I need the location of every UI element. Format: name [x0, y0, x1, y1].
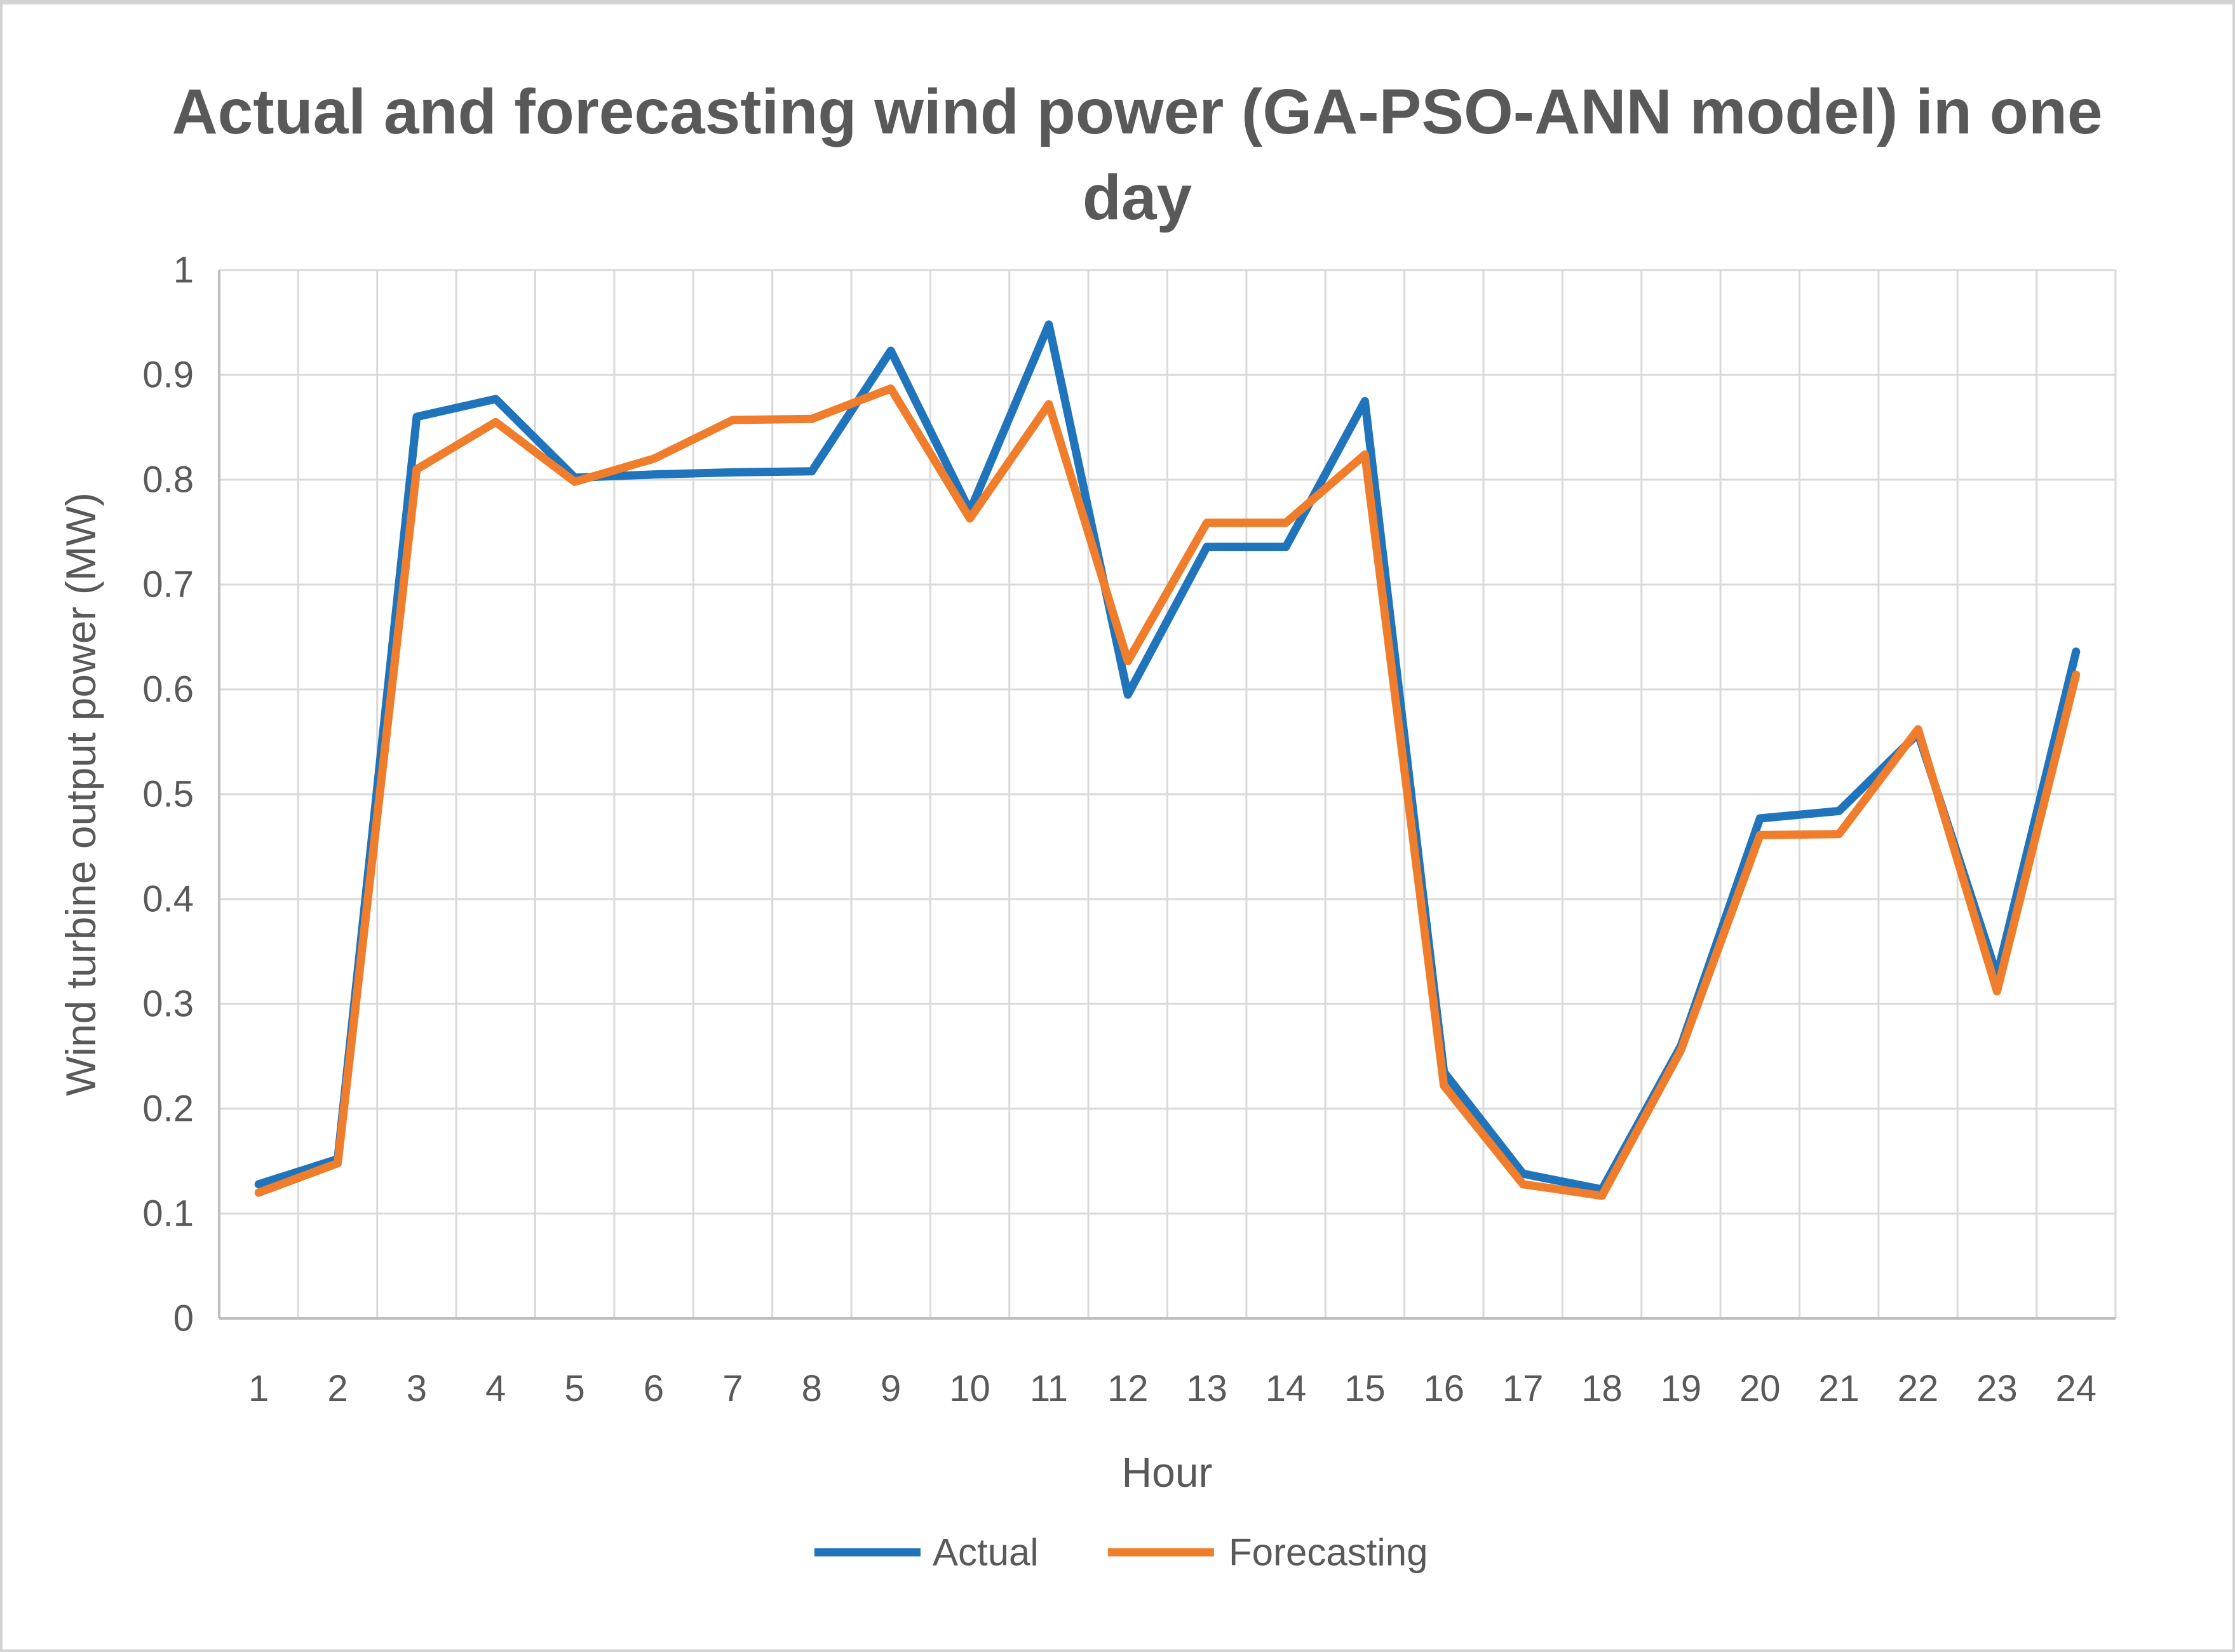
axes	[218, 270, 2116, 1320]
y-tick-label: 1	[173, 250, 194, 291]
x-tick-label: 16	[1424, 1368, 1465, 1409]
x-tick-label: 10	[949, 1368, 990, 1409]
x-tick-label: 14	[1266, 1368, 1307, 1409]
x-tick-label: 13	[1186, 1368, 1227, 1409]
x-tick-label: 8	[802, 1368, 822, 1409]
x-tick-label: 7	[722, 1368, 743, 1409]
x-tick-label: 6	[644, 1368, 664, 1409]
x-tick-label: 15	[1344, 1368, 1386, 1409]
y-tick-label: 0.9	[142, 355, 194, 396]
x-tick-label: 1	[248, 1368, 269, 1409]
x-tick-label: 22	[1898, 1368, 1939, 1409]
y-tick-label: 0.2	[142, 1088, 194, 1130]
y-tick-label: 0.7	[142, 564, 194, 606]
x-tick-label: 11	[1030, 1368, 1068, 1409]
legend-label-actual: Actual	[933, 1531, 1039, 1574]
y-tick-label: 0	[173, 1298, 194, 1339]
x-axis-title: Hour	[1121, 1449, 1212, 1496]
y-axis-title: Wind turbine output power (MW)	[57, 492, 104, 1096]
x-tick-label: 5	[565, 1368, 585, 1409]
x-tick-label: 3	[407, 1368, 427, 1409]
x-tick-label: 17	[1502, 1368, 1544, 1409]
chart-title-line2: day	[1083, 162, 1192, 233]
y-tick-label: 0.6	[142, 669, 194, 710]
legend-item-forecasting: Forecasting	[1108, 1531, 1428, 1574]
series-line-forecasting	[254, 384, 2081, 1200]
series-lines	[254, 320, 2081, 1200]
legend: Actual Forecasting	[814, 1531, 1428, 1574]
legend-item-actual: Actual	[814, 1531, 1039, 1574]
y-tick-label: 0.8	[142, 459, 194, 501]
x-tick-label: 23	[1976, 1368, 2018, 1409]
x-tick-label: 18	[1581, 1368, 1623, 1409]
y-tick-label: 0.3	[142, 984, 194, 1025]
x-tick-label: 12	[1107, 1368, 1149, 1409]
legend-label-forecasting: Forecasting	[1229, 1531, 1428, 1574]
x-tick-label: 4	[485, 1368, 506, 1409]
x-tick-label: 21	[1818, 1368, 1860, 1409]
y-tick-label: 0.5	[142, 774, 194, 815]
x-tick-label: 9	[881, 1368, 901, 1409]
x-tick-label: 20	[1739, 1368, 1781, 1409]
y-tick-label: 0.1	[142, 1193, 194, 1235]
x-tick-label: 24	[2056, 1368, 2097, 1409]
x-tick-label: 19	[1661, 1368, 1702, 1409]
series-line-actual	[254, 320, 2081, 1194]
tick-labels: 00.10.20.30.40.50.60.70.80.911 2 3 4 5 6 7 8 9 10…	[142, 250, 2097, 1410]
chart-title-line1: Actual and forecasting wind power (GA-PS…	[172, 76, 2102, 147]
y-tick-label: 0.4	[142, 879, 194, 920]
x-tick-label: 2	[327, 1368, 348, 1409]
